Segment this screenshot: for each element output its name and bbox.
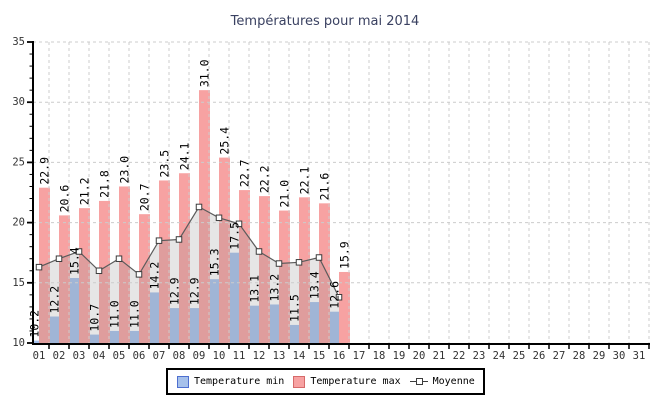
- svg-text:21.8: 21.8: [98, 170, 112, 198]
- svg-text:09: 09: [193, 350, 206, 362]
- svg-text:22: 22: [453, 350, 466, 362]
- svg-text:23.5: 23.5: [158, 150, 172, 178]
- svg-text:24: 24: [493, 350, 506, 362]
- legend-label-temperature-min: Temperature min: [194, 376, 285, 387]
- svg-text:31.0: 31.0: [198, 59, 212, 87]
- svg-text:11.0: 11.0: [108, 300, 122, 328]
- svg-text:25: 25: [513, 350, 526, 362]
- svg-text:26: 26: [533, 350, 546, 362]
- svg-text:10: 10: [213, 350, 226, 362]
- svg-text:21: 21: [433, 350, 446, 362]
- svg-text:20: 20: [12, 217, 25, 229]
- svg-text:17.5: 17.5: [228, 222, 242, 250]
- svg-text:12.2: 12.2: [48, 286, 62, 314]
- svg-text:14.2: 14.2: [148, 262, 162, 290]
- svg-text:25.4: 25.4: [218, 127, 232, 155]
- svg-text:19: 19: [393, 350, 406, 362]
- legend-item-moyenne: Moyenne: [409, 376, 475, 388]
- svg-text:30: 30: [613, 350, 626, 362]
- svg-text:10.2: 10.2: [28, 310, 42, 338]
- svg-text:13.4: 13.4: [308, 271, 322, 299]
- svg-text:15.4: 15.4: [68, 247, 82, 275]
- svg-text:29: 29: [593, 350, 606, 362]
- svg-text:12.9: 12.9: [188, 277, 202, 305]
- svg-text:13.1: 13.1: [248, 275, 262, 303]
- svg-text:35: 35: [12, 36, 25, 48]
- svg-text:05: 05: [113, 350, 126, 362]
- svg-text:15.3: 15.3: [208, 248, 222, 276]
- svg-text:31: 31: [633, 350, 646, 362]
- svg-text:12.6: 12.6: [328, 281, 342, 309]
- svg-text:20: 20: [413, 350, 426, 362]
- svg-text:21.2: 21.2: [78, 177, 92, 205]
- svg-text:04: 04: [93, 350, 106, 362]
- svg-text:10.7: 10.7: [88, 304, 102, 332]
- legend-label-temperature-max: Temperature max: [310, 376, 401, 387]
- svg-text:14: 14: [293, 350, 306, 362]
- svg-text:30: 30: [12, 96, 25, 108]
- legend-item-temperature-min: Temperature min: [177, 375, 285, 388]
- svg-text:11.5: 11.5: [288, 294, 302, 322]
- chart-title: Températures pour mai 2014: [230, 14, 420, 29]
- svg-text:15.9: 15.9: [338, 241, 352, 269]
- temperature-max-swatch-icon: [293, 375, 306, 388]
- svg-text:28: 28: [573, 350, 586, 362]
- svg-text:01: 01: [33, 350, 46, 362]
- legend-item-temperature-max: Temperature max: [293, 375, 401, 388]
- svg-text:12: 12: [253, 350, 266, 362]
- svg-text:03: 03: [73, 350, 86, 362]
- svg-text:12.9: 12.9: [168, 277, 182, 305]
- svg-text:13: 13: [273, 350, 286, 362]
- svg-text:18: 18: [373, 350, 386, 362]
- svg-text:21.0: 21.0: [278, 180, 292, 208]
- svg-text:06: 06: [133, 350, 146, 362]
- svg-text:17: 17: [353, 350, 366, 362]
- svg-text:08: 08: [173, 350, 186, 362]
- svg-text:22.1: 22.1: [298, 167, 312, 195]
- svg-text:20.6: 20.6: [58, 185, 72, 213]
- svg-text:02: 02: [53, 350, 66, 362]
- svg-text:10: 10: [12, 337, 25, 349]
- svg-text:22.2: 22.2: [258, 165, 272, 193]
- svg-text:11: 11: [233, 350, 246, 362]
- svg-text:25: 25: [12, 156, 25, 168]
- legend: Temperature min Temperature max Moyenne: [166, 368, 485, 395]
- svg-text:11.0: 11.0: [128, 300, 142, 328]
- svg-text:13.2: 13.2: [268, 274, 282, 302]
- svg-text:22.9: 22.9: [38, 157, 52, 185]
- svg-text:22.7: 22.7: [238, 159, 252, 187]
- svg-text:23.0: 23.0: [118, 156, 132, 184]
- svg-text:16: 16: [333, 350, 346, 362]
- svg-text:15: 15: [12, 277, 25, 289]
- temperature-min-swatch-icon: [177, 375, 189, 388]
- svg-text:07: 07: [153, 350, 166, 362]
- svg-text:23: 23: [473, 350, 486, 362]
- svg-text:21.6: 21.6: [318, 173, 332, 201]
- svg-text:24.1: 24.1: [178, 142, 192, 170]
- svg-text:20.7: 20.7: [138, 183, 152, 211]
- legend-label-moyenne: Moyenne: [432, 376, 475, 387]
- svg-text:15: 15: [313, 350, 326, 362]
- moyenne-line-marker-icon: [409, 376, 428, 388]
- svg-text:27: 27: [553, 350, 566, 362]
